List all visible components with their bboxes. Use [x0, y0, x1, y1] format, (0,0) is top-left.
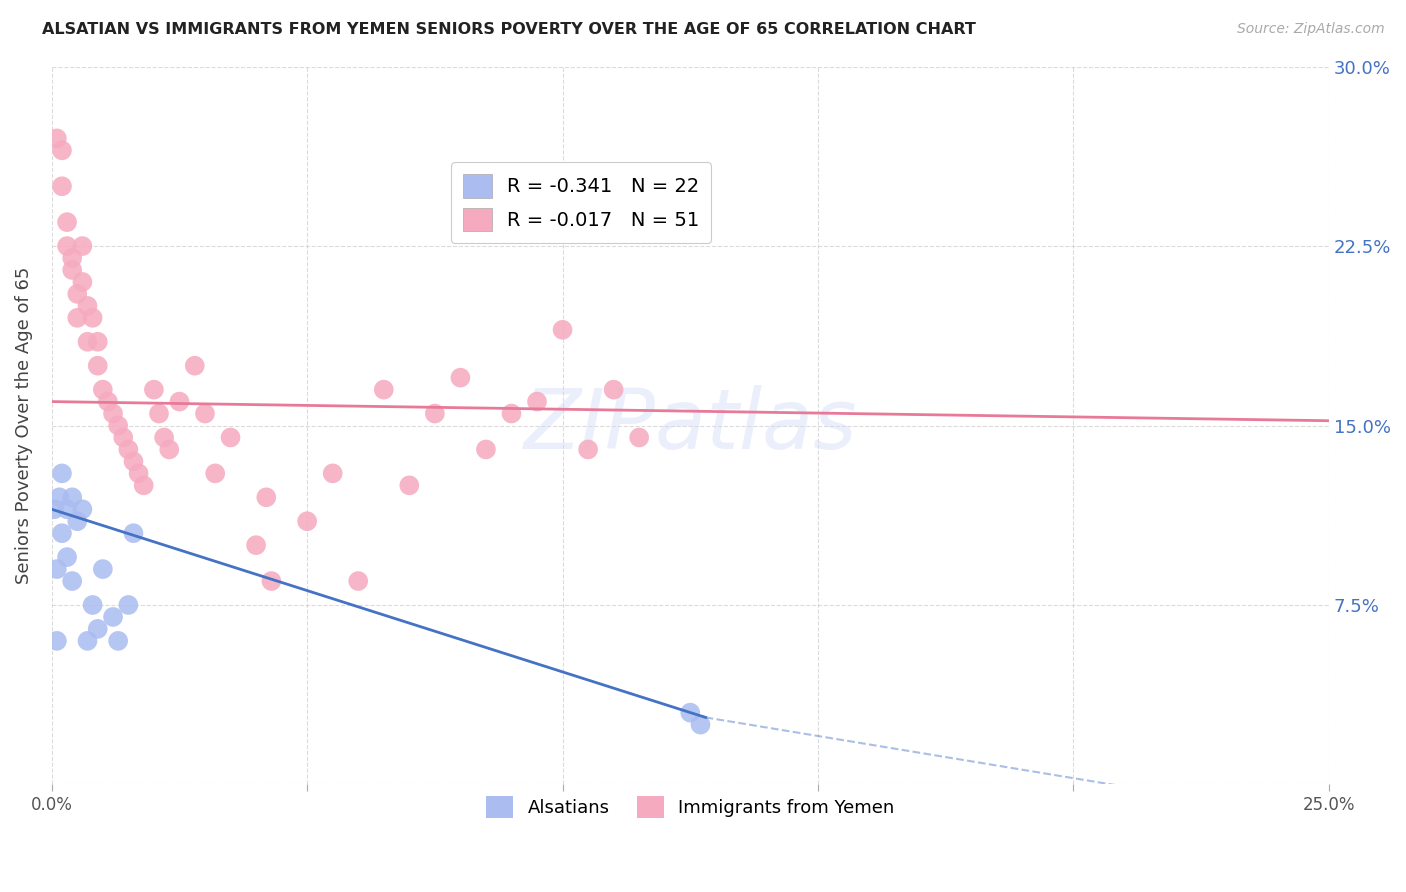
Point [60, 263, 83, 277]
Point [66, 310, 89, 325]
Point [45, 562, 67, 576]
Point [576, 442, 599, 457]
Point [128, 467, 150, 481]
Point [56, 215, 79, 229]
Point [72, 275, 94, 289]
Point [51, 467, 73, 481]
Point [132, 478, 155, 492]
Point [117, 598, 139, 612]
Point [56, 550, 79, 565]
Point [101, 407, 124, 421]
Point [87, 622, 110, 636]
Point [76, 299, 98, 313]
Point [87, 334, 110, 349]
Point [245, 538, 267, 552]
Point [184, 359, 207, 373]
Point [423, 407, 446, 421]
Point [51, 526, 73, 541]
Point [194, 407, 217, 421]
Point [51, 179, 73, 194]
Point [169, 394, 191, 409]
Point [204, 467, 226, 481]
Point [260, 574, 283, 588]
Y-axis label: Seniors Poverty Over the Age of 65: Seniors Poverty Over the Age of 65 [15, 267, 32, 584]
Point [45, 633, 67, 648]
Point [97, 394, 120, 409]
Point [66, 514, 89, 528]
Point [56, 239, 79, 253]
Point [475, 442, 498, 457]
Point [107, 633, 129, 648]
Point [48, 491, 70, 505]
Point [66, 286, 89, 301]
Point [373, 383, 395, 397]
Point [449, 370, 471, 384]
Point [72, 502, 94, 516]
Point [122, 454, 145, 468]
Point [157, 442, 180, 457]
Legend: Alsatians, Immigrants from Yemen: Alsatians, Immigrants from Yemen [479, 789, 901, 826]
Point [347, 574, 370, 588]
Point [112, 430, 135, 444]
Point [602, 383, 624, 397]
Point [51, 144, 73, 158]
Point [101, 610, 124, 624]
Point [76, 334, 98, 349]
Point [76, 633, 98, 648]
Point [398, 478, 420, 492]
Point [107, 418, 129, 433]
Point [45, 131, 67, 145]
Point [551, 323, 574, 337]
Point [628, 430, 651, 444]
Point [526, 394, 548, 409]
Point [689, 717, 711, 731]
Point [295, 514, 318, 528]
Point [254, 491, 277, 505]
Point [56, 502, 79, 516]
Point [60, 251, 83, 265]
Point [142, 383, 165, 397]
Point [501, 407, 523, 421]
Point [87, 359, 110, 373]
Point [117, 442, 139, 457]
Point [148, 407, 170, 421]
Text: ZIPatlas: ZIPatlas [523, 385, 858, 466]
Point [72, 239, 94, 253]
Point [60, 574, 83, 588]
Point [679, 706, 702, 720]
Point [122, 526, 145, 541]
Point [82, 310, 104, 325]
Point [91, 562, 114, 576]
Point [82, 598, 104, 612]
Point [153, 430, 176, 444]
Point [60, 491, 83, 505]
Point [322, 467, 344, 481]
Point [91, 383, 114, 397]
Point [219, 430, 242, 444]
Point [44, 502, 66, 516]
Text: Source: ZipAtlas.com: Source: ZipAtlas.com [1237, 22, 1385, 37]
Text: ALSATIAN VS IMMIGRANTS FROM YEMEN SENIORS POVERTY OVER THE AGE OF 65 CORRELATION: ALSATIAN VS IMMIGRANTS FROM YEMEN SENIOR… [42, 22, 976, 37]
